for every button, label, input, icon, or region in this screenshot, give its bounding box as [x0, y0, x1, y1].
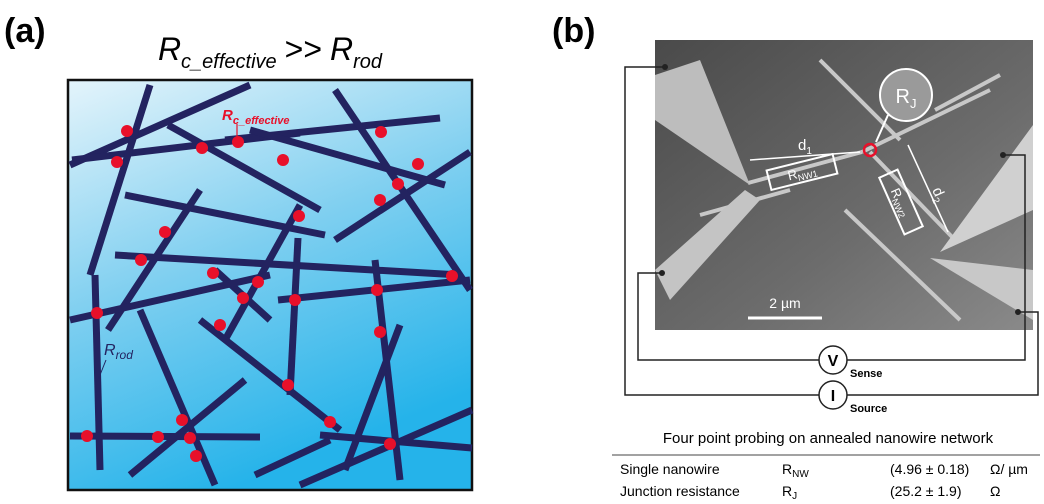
row-symbol: RNW [782, 461, 809, 480]
label-sub: J [910, 96, 917, 111]
label-sub: 1 [806, 146, 812, 157]
title-relation: >> [285, 31, 322, 67]
title-main: R [330, 31, 353, 67]
row-value: (4.96 ± 0.18) [890, 461, 969, 477]
table-caption: Four point probing on annealed nanowire … [663, 430, 994, 447]
voltmeter-label: V [828, 353, 839, 370]
panel-label: (a) [4, 12, 46, 50]
row-name: Single nanowire [620, 461, 720, 477]
table-body: Single nanowire RNW (4.96 ± 0.18) Ω/ µm Junc… [620, 461, 1028, 502]
label-main: d [798, 137, 806, 154]
symbol-main: R [782, 461, 792, 477]
row-symbol: RJ [782, 483, 797, 502]
figure: (a) Rc_effective>>Rrod [0, 0, 1044, 504]
title-sub: rod [353, 51, 383, 73]
symbol-sub: J [792, 491, 797, 502]
scale-bar-label: 2 µm [769, 295, 800, 311]
row-name: Junction resistance [620, 483, 740, 499]
panel-title: Rc_effective>>Rrod [158, 31, 383, 73]
row-value: (25.2 ± 1.9) [890, 483, 962, 499]
panel-label: (b) [552, 12, 595, 50]
title-sub: c_effective [181, 51, 277, 73]
label-sub: c_effective [233, 115, 290, 127]
row-unit: Ω/ µm [990, 461, 1028, 477]
title-main: R [158, 31, 181, 67]
symbol-sub: NW [792, 469, 809, 480]
row-unit: Ω [990, 483, 1000, 499]
ammeter-label: I [831, 388, 835, 405]
sense-label: Sense [850, 368, 882, 380]
source-label: Source [850, 403, 887, 415]
label-main: R [896, 86, 910, 108]
label-main: R [222, 107, 233, 124]
label-sub: rod [116, 348, 134, 362]
symbol-main: R [782, 483, 792, 499]
label-main: R [104, 342, 116, 359]
